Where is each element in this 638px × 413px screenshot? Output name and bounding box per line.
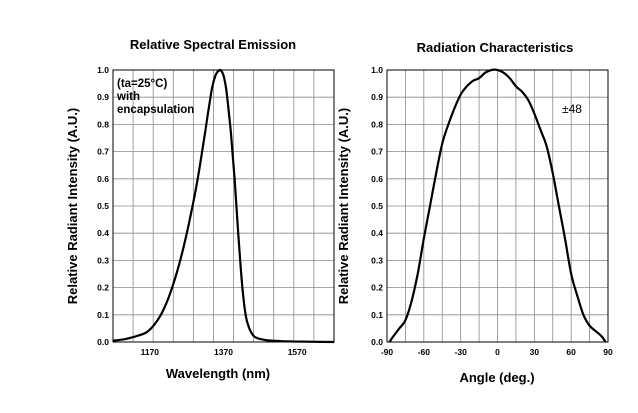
- gridlines: [387, 70, 608, 342]
- annotation-line-1: (ta=25°C): [117, 78, 167, 90]
- y-tick-label: 0.7: [371, 147, 383, 157]
- y-tick-label: 0.3: [371, 255, 383, 265]
- x-tick-label: 0: [495, 347, 500, 357]
- x-tick-label: 1570: [288, 347, 307, 357]
- y-tick-label: 0.0: [371, 337, 383, 347]
- x-tick-label: 60: [566, 347, 576, 357]
- x-tick-label: 1370: [214, 347, 233, 357]
- x-tick-label: -90: [381, 347, 394, 357]
- spectral-emission-chart: Relative Spectral Emission 0.00.10.20.30…: [65, 37, 335, 381]
- x-tick-labels: -90 -60 -30 0 30 60 90: [381, 347, 613, 357]
- y-tick-label: 1.0: [97, 65, 109, 75]
- x-axis-label: Angle (deg.): [459, 370, 534, 385]
- y-tick-label: 0.4: [97, 228, 109, 238]
- y-tick-label: 0.2: [97, 283, 109, 293]
- x-tick-label: 90: [603, 347, 613, 357]
- x-tick-labels: 1170 1370 1570: [141, 347, 307, 357]
- chart-title: Radiation Characteristics: [417, 40, 574, 55]
- gridlines: [113, 70, 334, 342]
- y-tick-label: 0.1: [371, 310, 383, 320]
- y-tick-label: 0.9: [97, 92, 109, 102]
- y-tick-label: 0.5: [371, 201, 383, 211]
- y-tick-label: 1.0: [371, 65, 383, 75]
- chart-title: Relative Spectral Emission: [130, 37, 296, 52]
- half-angle-annotation: ±48: [562, 102, 582, 116]
- y-tick-label: 0.7: [97, 147, 109, 157]
- x-tick-label: 1170: [141, 347, 160, 357]
- y-tick-labels: 0.0 0.1 0.2 0.3 0.4 0.5 0.6 0.7 0.8 0.9 1.0: [371, 65, 383, 347]
- y-tick-labels: 0.0 0.1 0.2 0.3 0.4 0.5 0.6 0.7 0.8 0.9 1.0: [97, 65, 109, 347]
- y-tick-label: 0.6: [371, 174, 383, 184]
- spectral-curve: [112, 68, 335, 344]
- x-tick-label: 30: [530, 347, 540, 357]
- y-tick-label: 0.8: [371, 119, 383, 129]
- x-tick-label: -60: [418, 347, 431, 357]
- x-axis-label: Wavelength (nm): [166, 366, 270, 381]
- radiation-curve: [388, 68, 607, 343]
- y-tick-label: 0.1: [97, 310, 109, 320]
- y-axis-label: Relative Radiant Intensity (A.U.): [336, 108, 351, 304]
- radiation-characteristics-chart: Radiation Characteristics 0.00.10.20.30.…: [336, 40, 613, 385]
- y-tick-label: 0.4: [371, 228, 383, 238]
- y-tick-label: 0.9: [371, 92, 383, 102]
- y-tick-label: 0.3: [97, 255, 109, 265]
- annotation-line-3: encapsulation: [117, 104, 194, 116]
- y-tick-label: 0.5: [97, 201, 109, 211]
- y-axis-label: Relative Radiant Intensity (A.U.): [65, 108, 80, 304]
- annotation-line-2: with: [116, 91, 140, 103]
- y-tick-label: 0.6: [97, 174, 109, 184]
- y-tick-label: 0.0: [97, 337, 109, 347]
- y-tick-label: 0.8: [97, 119, 109, 129]
- plot-frame: [112, 69, 335, 343]
- x-tick-label: -30: [455, 347, 468, 357]
- y-tick-label: 0.2: [371, 283, 383, 293]
